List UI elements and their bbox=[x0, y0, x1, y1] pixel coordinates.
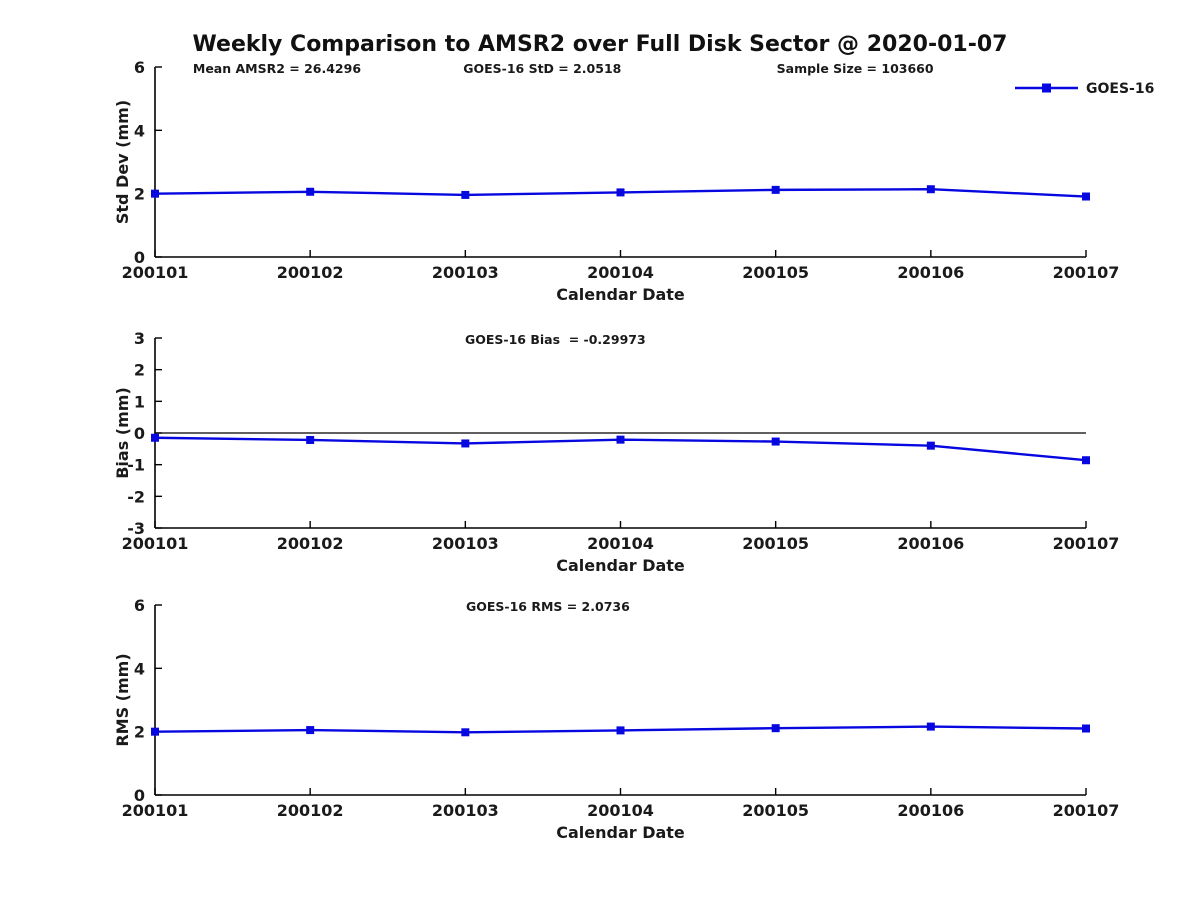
y-tick-label: -3 bbox=[127, 519, 145, 538]
y-tick-label: 0 bbox=[134, 248, 145, 267]
y-tick-label: 1 bbox=[134, 392, 145, 411]
data-point-marker bbox=[1082, 724, 1090, 733]
data-point-marker bbox=[771, 437, 780, 446]
x-tick-label: 200103 bbox=[432, 801, 499, 820]
stat-annotation: GOES-16 StD = 2.0518 bbox=[463, 61, 621, 76]
y-tick-label: 4 bbox=[134, 121, 145, 140]
x-tick-label: 200101 bbox=[122, 534, 189, 553]
data-point-marker bbox=[306, 435, 315, 444]
x-axis-title: Calendar Date bbox=[556, 285, 685, 304]
legend-marker bbox=[1042, 83, 1051, 93]
x-tick-label: 200106 bbox=[897, 534, 964, 553]
y-tick-label: 2 bbox=[134, 723, 145, 742]
x-tick-label: 200101 bbox=[122, 263, 189, 282]
data-point-marker bbox=[926, 722, 935, 731]
x-tick-label: 200101 bbox=[122, 801, 189, 820]
x-tick-label: 200103 bbox=[432, 534, 499, 553]
data-point-marker bbox=[461, 190, 470, 199]
stat-annotation: Sample Size = 103660 bbox=[777, 61, 934, 76]
x-tick-label: 200102 bbox=[277, 263, 344, 282]
data-point-marker bbox=[616, 726, 625, 735]
y-tick-label: 2 bbox=[134, 361, 145, 380]
data-point-marker bbox=[1082, 456, 1090, 465]
y-tick-label: 6 bbox=[134, 596, 145, 615]
x-tick-label: 200105 bbox=[742, 534, 809, 553]
y-tick-label: 0 bbox=[134, 786, 145, 805]
stat-annotation: GOES-16 Bias = -0.29973 bbox=[465, 332, 646, 347]
y-tick-label: 3 bbox=[134, 329, 145, 348]
data-point-marker bbox=[771, 724, 780, 733]
y-tick-label: 2 bbox=[134, 185, 145, 204]
x-tick-label: 200105 bbox=[742, 801, 809, 820]
x-axis-title: Calendar Date bbox=[556, 556, 685, 575]
x-tick-label: 200104 bbox=[587, 263, 654, 282]
x-tick-label: 200106 bbox=[897, 263, 964, 282]
data-point-marker bbox=[151, 433, 159, 442]
subplot-bias: -3 -2 -1 0 1 2 3 200101 200102 200103 200104 200105… bbox=[113, 329, 1119, 575]
data-point-marker bbox=[151, 189, 159, 198]
x-tick-label: 200103 bbox=[432, 263, 499, 282]
x-tick-label: 200107 bbox=[1053, 534, 1120, 553]
data-point-marker bbox=[926, 441, 935, 450]
y-tick-label: 0 bbox=[134, 424, 145, 443]
subplot-rms: 0 2 4 6 200101 200102 200103 200104 200105 200106… bbox=[113, 596, 1119, 842]
data-point-marker bbox=[461, 728, 470, 737]
data-point-marker bbox=[616, 435, 625, 444]
subplot-std-dev: 0 2 4 6 200101 200102 200103 200104 200105 200106… bbox=[113, 58, 1154, 304]
data-point-marker bbox=[771, 185, 780, 194]
data-point-marker bbox=[616, 188, 625, 197]
y-axis-title: Bias (mm) bbox=[113, 387, 132, 479]
data-point-marker bbox=[306, 187, 315, 196]
data-point-marker bbox=[306, 726, 315, 735]
x-axis-title: Calendar Date bbox=[556, 823, 685, 842]
stat-annotation: Mean AMSR2 = 26.4296 bbox=[193, 61, 361, 76]
x-tick-label: 200102 bbox=[277, 801, 344, 820]
data-point-marker bbox=[1082, 192, 1090, 201]
y-axis-title: RMS (mm) bbox=[113, 653, 132, 746]
data-point-marker bbox=[926, 185, 935, 194]
y-tick-label: -2 bbox=[127, 487, 145, 506]
y-axis-title: Std Dev (mm) bbox=[113, 100, 132, 224]
y-tick-label: -1 bbox=[127, 456, 145, 475]
y-tick-label: 6 bbox=[134, 58, 145, 77]
x-tick-label: 200106 bbox=[897, 801, 964, 820]
x-tick-label: 200107 bbox=[1053, 263, 1120, 282]
y-tick-label: 4 bbox=[134, 659, 145, 678]
x-tick-label: 200104 bbox=[587, 534, 654, 553]
x-tick-label: 200104 bbox=[587, 801, 654, 820]
x-tick-label: 200105 bbox=[742, 263, 809, 282]
data-point-marker bbox=[461, 439, 470, 448]
legend: GOES-16 bbox=[1015, 81, 1154, 97]
stat-annotation: GOES-16 RMS = 2.0736 bbox=[466, 599, 630, 614]
legend-label: GOES-16 bbox=[1086, 81, 1154, 97]
x-tick-label: 200107 bbox=[1053, 801, 1120, 820]
figure-title: Weekly Comparison to AMSR2 over Full Dis… bbox=[192, 32, 1008, 57]
x-tick-label: 200102 bbox=[277, 534, 344, 553]
data-point-marker bbox=[151, 727, 159, 736]
